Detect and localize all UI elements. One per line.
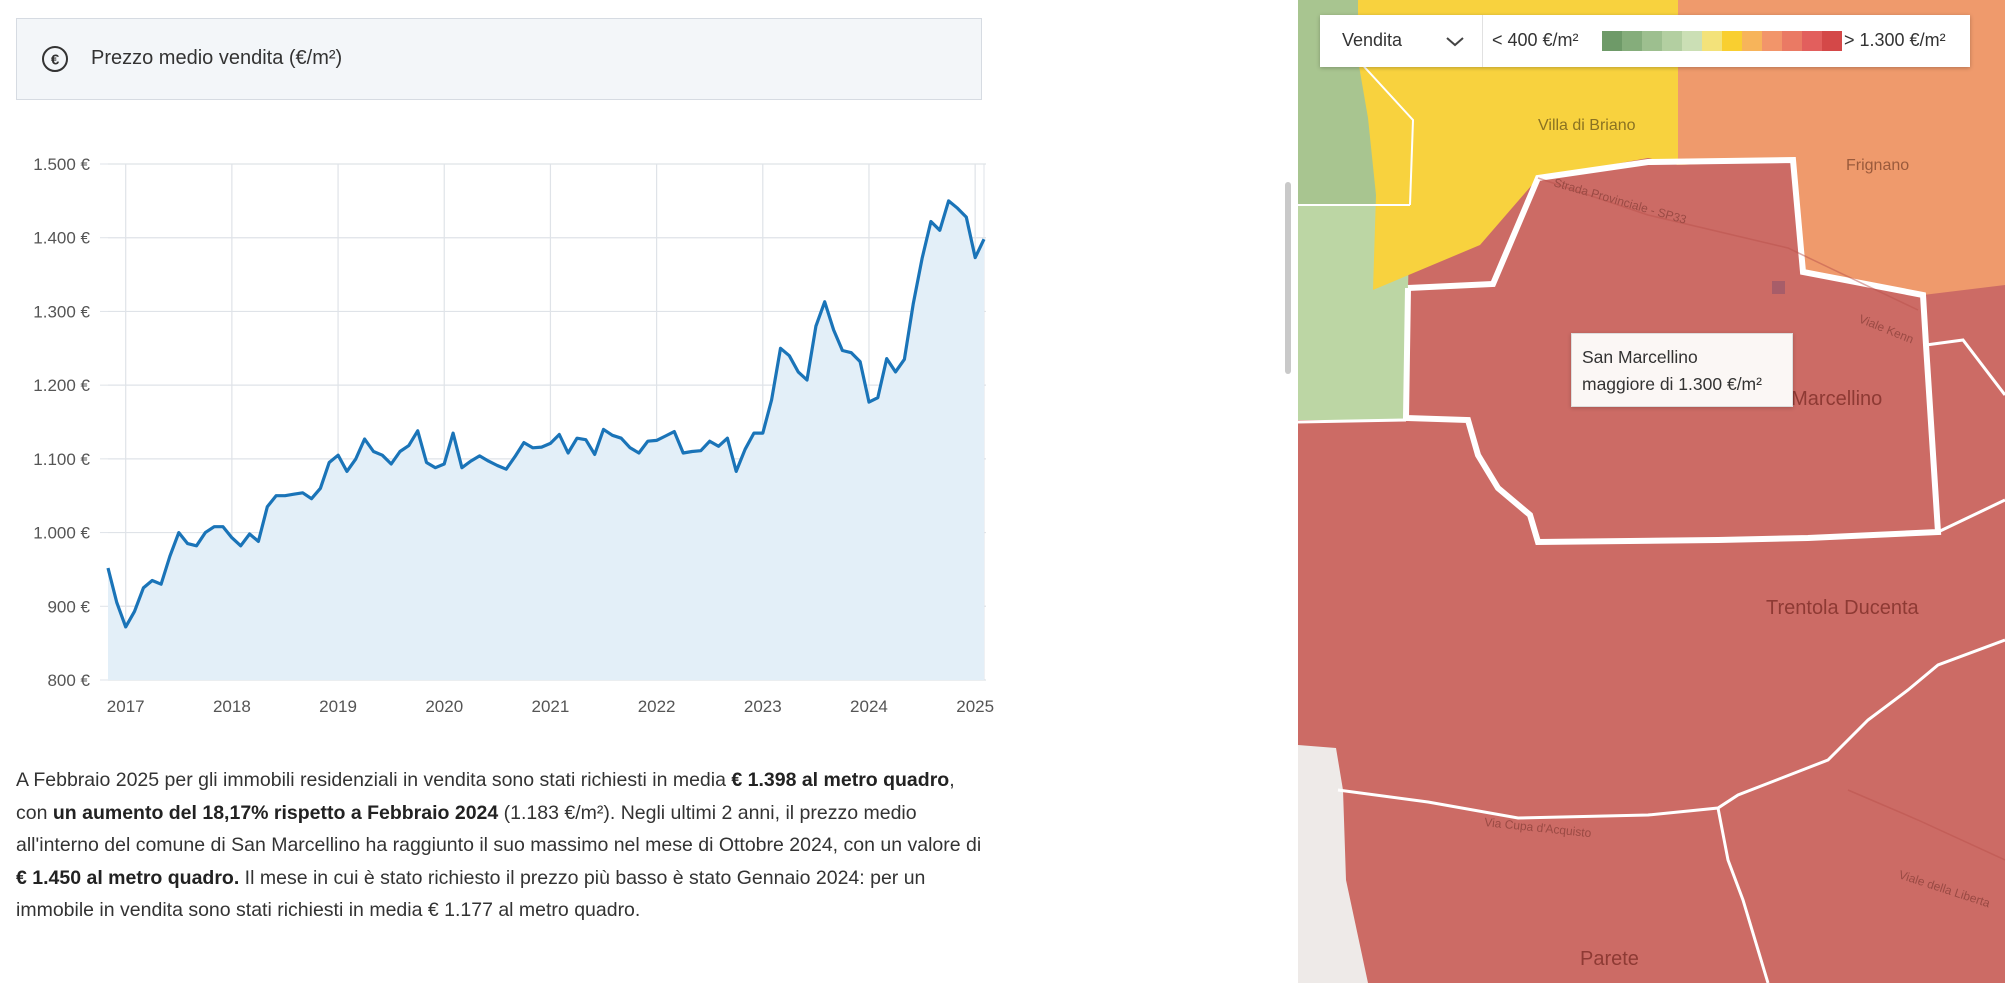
- x-tick-label: 2021: [532, 697, 570, 716]
- summary-text-3: (1.183 €/m²). Negli ultimi 2 anni, il pr…: [16, 801, 982, 857]
- map-label-frignano: Frignano: [1846, 157, 1909, 174]
- y-tick-label: 1.400 €: [33, 229, 90, 248]
- map-pin-icon[interactable]: [1772, 281, 1785, 294]
- y-tick-label: 1.200 €: [33, 376, 90, 395]
- x-tick-label: 2017: [107, 697, 145, 716]
- chart-title: Prezzo medio vendita (€/m²): [91, 47, 343, 69]
- y-tick-label: 1.500 €: [33, 155, 90, 174]
- legend-swatch-6: [1722, 31, 1742, 51]
- scrollbar-track[interactable]: [1282, 0, 1292, 983]
- x-tick-label: 2019: [319, 697, 357, 716]
- x-tick-label: 2018: [213, 697, 251, 716]
- price-chart: 800 € 900 € 1.000 € 1.100 € 1.200 € 1.300 € 1.…: [33, 155, 994, 716]
- contract-type-value: Vendita: [1342, 30, 1403, 50]
- y-tick-label: 800 €: [47, 671, 90, 690]
- legend-max-label: > 1.300 €/m²: [1844, 30, 1946, 50]
- legend-swatch-2: [1642, 31, 1662, 51]
- region-gray-west: [1298, 745, 1368, 983]
- price-map[interactable]: Villa di Briano Frignano San Marcellino …: [1298, 0, 2005, 983]
- legend-swatch-9: [1782, 31, 1802, 51]
- legend-swatch-4: [1682, 31, 1702, 51]
- x-tick-label: 2024: [850, 697, 888, 716]
- map-label-parete: Parete: [1580, 948, 1639, 970]
- x-tick-label: 2025: [956, 697, 994, 716]
- x-tick-label: 2022: [638, 697, 676, 716]
- legend-swatch-1: [1622, 31, 1642, 51]
- summary-text-2: , con: [16, 769, 955, 824]
- legend-swatch-10: [1802, 31, 1822, 51]
- x-tick-label: 2023: [744, 697, 782, 716]
- y-tick-label: 1.300 €: [33, 302, 90, 321]
- price-line: [106, 199, 986, 629]
- summary-increase: un aumento del 18,17% rispetto a Febbrai…: [52, 801, 499, 824]
- region-frignano[interactable]: [1678, 0, 2005, 295]
- map-label-villa-di-briano: Villa di Briano: [1538, 117, 1636, 134]
- y-tick-label: 900 €: [47, 597, 90, 616]
- chart-header: € Prezzo medio vendita (€/m²): [16, 18, 982, 100]
- svg-text:€: €: [51, 52, 60, 69]
- legend-swatch-3: [1662, 31, 1682, 51]
- contract-type-select[interactable]: Vendita: [1320, 15, 1483, 67]
- legend-swatch-8: [1762, 31, 1782, 51]
- tooltip-municipality: San Marcellino: [1582, 347, 1698, 367]
- price-panel: € Prezzo medio vendita (€/m²) 800 € 900 €…: [0, 0, 1000, 983]
- y-tick-label: 1.000 €: [33, 524, 90, 543]
- y-tick-label: 1.100 €: [33, 450, 90, 469]
- map-label-trentola-ducenta: Trentola Ducenta: [1766, 597, 1920, 619]
- legend-swatch-11: [1822, 31, 1842, 51]
- map-tooltip: San Marcellino maggiore di 1.300 €/m²: [1571, 333, 1793, 407]
- price-summary: A Febbraio 2025 per gli immobili residen…: [16, 764, 991, 927]
- legend-swatch-0: [1602, 31, 1622, 51]
- tooltip-price: maggiore di 1.300 €/m²: [1582, 374, 1762, 394]
- summary-price-current: € 1.398 al metro quadro: [731, 769, 950, 791]
- map-legend-bar: Vendita < 400 €/m² > 1.300 €/m²: [1320, 15, 1970, 67]
- summary-text-4: Il mese in cui è stato richiesto il prez…: [16, 866, 926, 922]
- legend-min-label: < 400 €/m²: [1492, 30, 1579, 50]
- summary-price-max: € 1.450 al metro quadro.: [16, 866, 240, 889]
- road-lines: [1537, 177, 2005, 861]
- legend-swatch-7: [1742, 31, 1762, 51]
- x-tick-label: 2020: [425, 697, 463, 716]
- summary-text-1: A Febbraio 2025 per gli immobili residen…: [16, 769, 732, 791]
- boundary-san-marcellino: [1402, 156, 1942, 546]
- euro-circle-icon: €: [42, 46, 68, 72]
- chevron-down-icon[interactable]: [1444, 32, 1466, 50]
- legend-swatch-5: [1702, 31, 1722, 51]
- scrollbar-thumb[interactable]: [1285, 182, 1291, 374]
- legend-color-scale: [1602, 31, 1842, 51]
- price-area: [108, 200, 984, 680]
